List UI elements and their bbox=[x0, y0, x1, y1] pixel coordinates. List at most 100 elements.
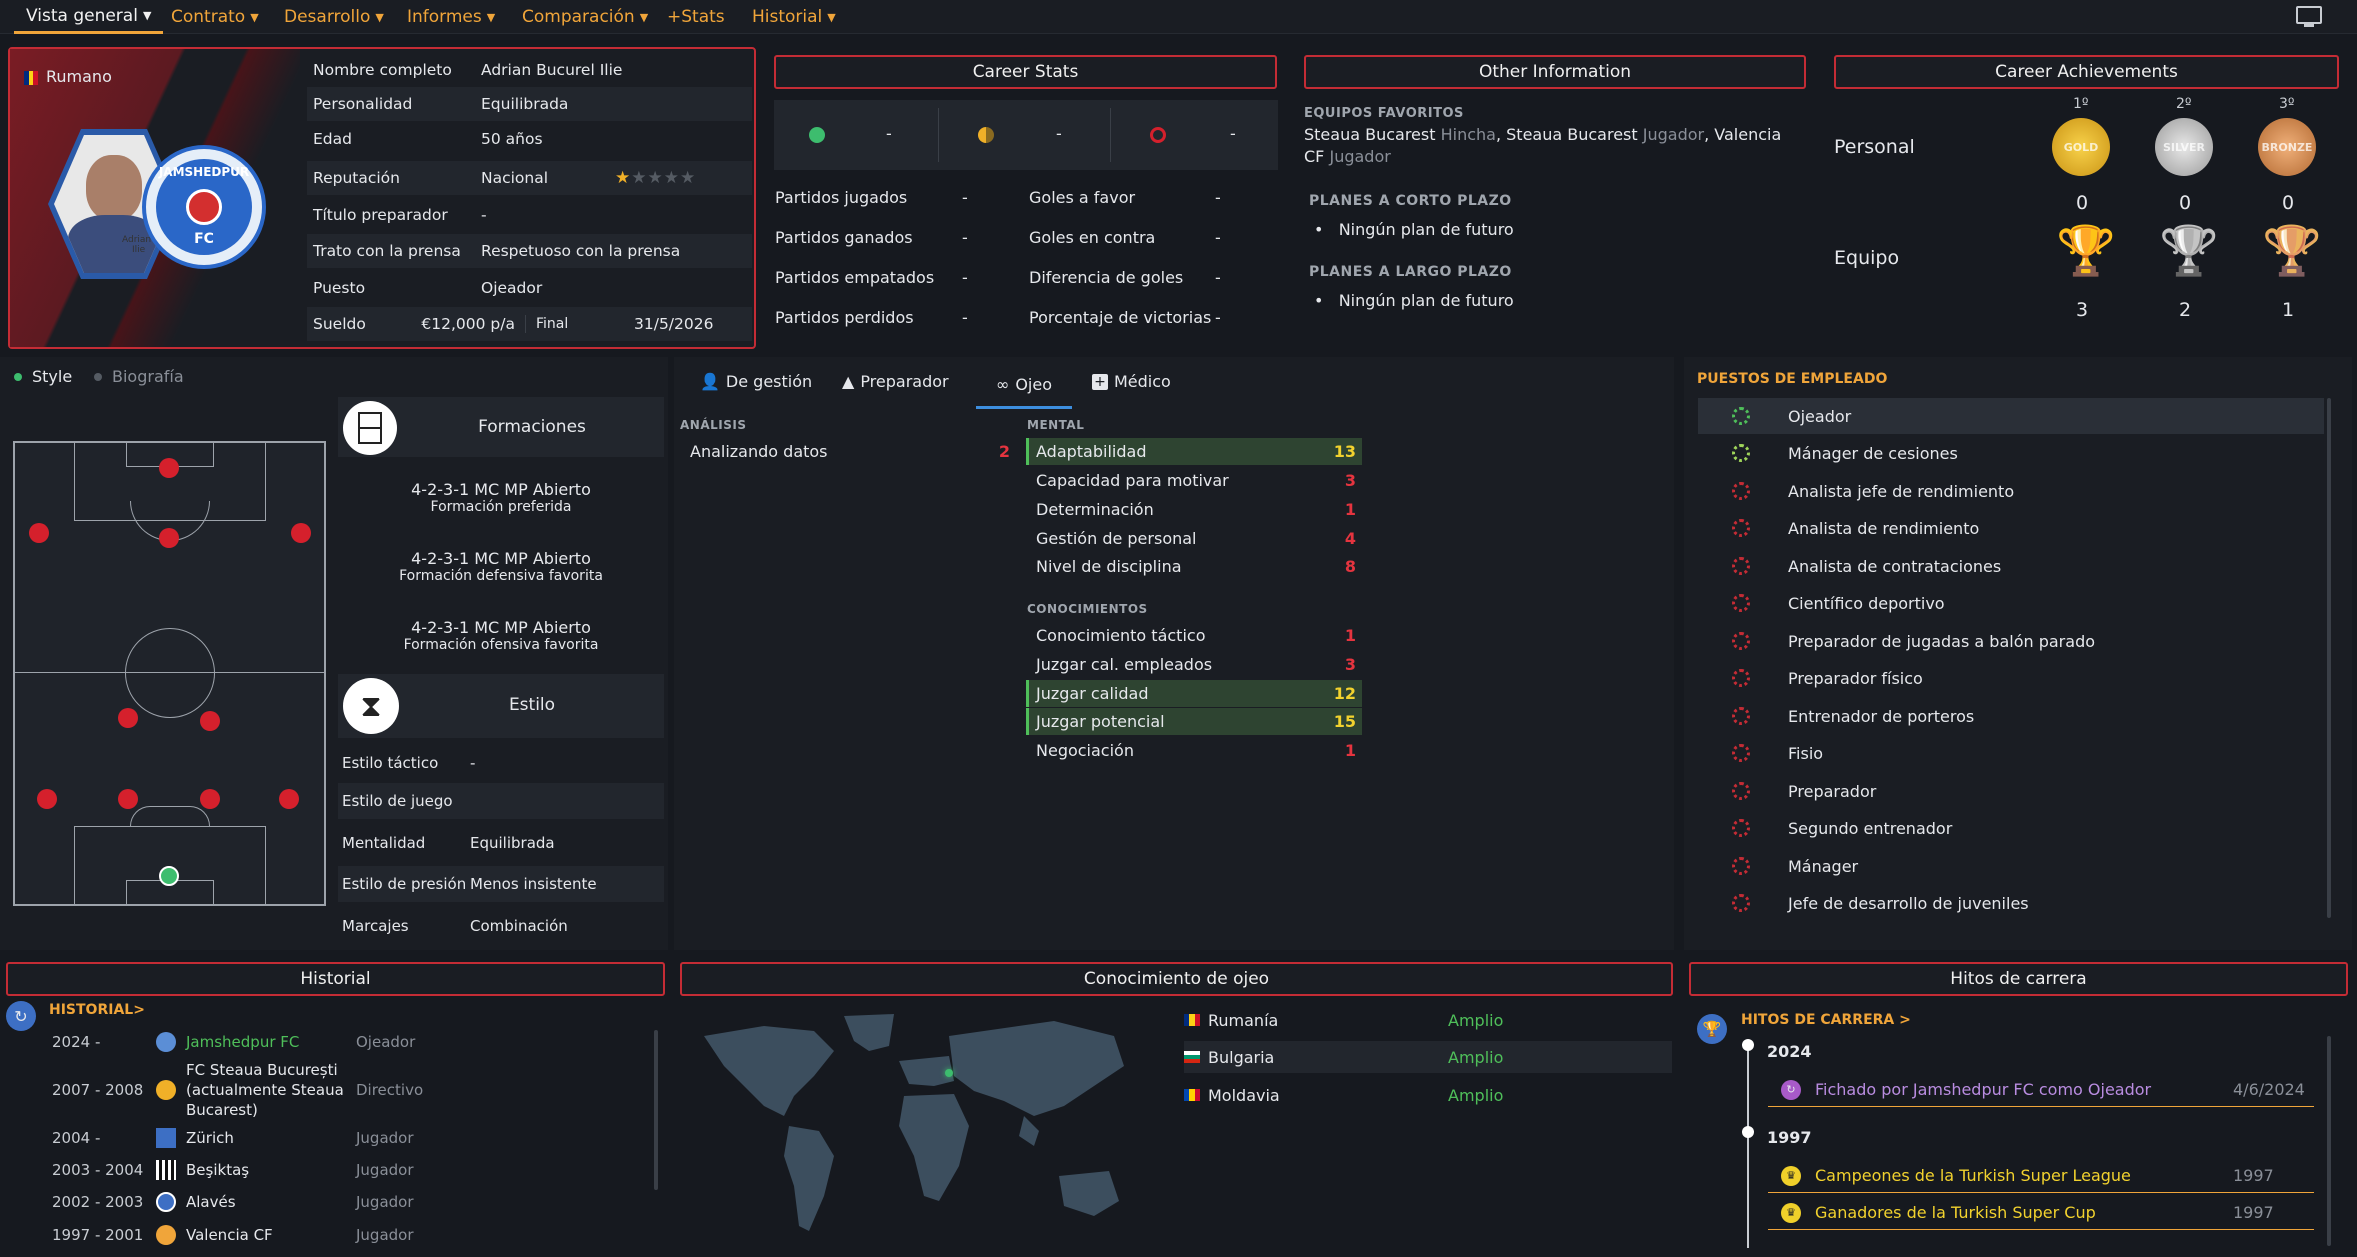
attr-name: Analizando datos bbox=[690, 442, 828, 461]
attr-name: Nivel de disciplina bbox=[1036, 557, 1182, 576]
fav-team[interactable]: Steaua Bucarest bbox=[1506, 125, 1638, 144]
role-item[interactable]: Científico deportivo bbox=[1698, 585, 2324, 621]
history-link[interactable]: HISTORIAL> bbox=[49, 1002, 145, 1018]
chevron-down-icon: ▼ bbox=[375, 10, 384, 24]
role-level-icon bbox=[1732, 894, 1750, 912]
formations-header: Formaciones bbox=[338, 397, 664, 457]
info-key: Nombre completo bbox=[313, 61, 452, 79]
tab-biografia[interactable]: Biografía bbox=[94, 367, 184, 386]
role-item[interactable]: Mánager bbox=[1698, 848, 2324, 884]
attr-value: 1 bbox=[1344, 500, 1356, 519]
info-key: Puesto bbox=[313, 279, 366, 297]
history-club[interactable]: Jamshedpur FC bbox=[186, 1033, 300, 1051]
role-label: Segundo entrenador bbox=[1788, 818, 1953, 838]
tab-ojeo[interactable]: ∞ Ojeo bbox=[976, 363, 1072, 409]
nav-contrato[interactable]: Contrato ▼ bbox=[171, 0, 259, 34]
tab-label: Médico bbox=[1114, 372, 1171, 391]
nav-label: Historial bbox=[752, 7, 823, 27]
badge-text: FC bbox=[194, 231, 214, 247]
info-key: Trato con la prensa bbox=[313, 242, 461, 260]
nav-comparacion[interactable]: Comparación ▼ bbox=[522, 0, 648, 34]
style-row: Mentalidad Equilibrada bbox=[338, 825, 664, 861]
history-club[interactable]: Beşiktaş bbox=[186, 1161, 250, 1179]
info-value: - bbox=[481, 206, 487, 224]
role-level-icon bbox=[1732, 557, 1750, 575]
info-row: Puesto Ojeador bbox=[307, 271, 752, 305]
info-value: Adrian Bucurel Ilie bbox=[481, 61, 623, 79]
style-value: - bbox=[470, 754, 476, 772]
role-item[interactable]: Preparador de jugadas a balón parado bbox=[1698, 623, 2324, 659]
milestone-text: Fichado por Jamshedpur FC como Ojeador bbox=[1815, 1080, 2152, 1099]
club-badge-icon bbox=[156, 1160, 176, 1180]
nav-stats[interactable]: +Stats bbox=[667, 0, 725, 34]
milestones-scrollbar[interactable] bbox=[2327, 1036, 2331, 1246]
history-role: Ojeador bbox=[356, 1033, 416, 1051]
player-marker bbox=[37, 789, 57, 809]
milestone-date: 1997 bbox=[2233, 1166, 2274, 1185]
milestones-link[interactable]: HITOS DE CARRERA > bbox=[1741, 1012, 1911, 1028]
nav-desarrollo[interactable]: Desarrollo ▼ bbox=[284, 0, 384, 34]
attr-row: Analizando datos 2 bbox=[680, 438, 1010, 465]
knowledge-level: Amplio bbox=[1448, 1085, 1504, 1105]
history-club[interactable]: Alavés bbox=[186, 1193, 236, 1211]
role-item[interactable]: Analista jefe de rendimiento bbox=[1698, 473, 2324, 509]
role-item[interactable]: Ojeador bbox=[1698, 398, 2324, 434]
role-item[interactable]: Segundo entrenador bbox=[1698, 810, 2324, 846]
history-club[interactable]: Zürich bbox=[186, 1129, 234, 1147]
role-item[interactable]: Analista de contrataciones bbox=[1698, 548, 2324, 584]
roles-scrollbar[interactable] bbox=[2327, 398, 2331, 918]
chevron-down-icon: ▼ bbox=[142, 9, 152, 22]
inactive-dot-icon bbox=[94, 372, 102, 381]
history-club[interactable]: Valencia CF bbox=[186, 1226, 273, 1244]
role-item[interactable]: Jefe de desarrollo de juveniles bbox=[1698, 885, 2324, 921]
country-name[interactable]: Bulgaria bbox=[1208, 1047, 1275, 1067]
role-item[interactable]: Preparador bbox=[1698, 773, 2324, 809]
role-item[interactable]: Mánager de cesiones bbox=[1698, 435, 2324, 471]
tab-medico[interactable]: + Médico bbox=[1092, 372, 1171, 391]
history-years: 1997 - 2001 bbox=[52, 1226, 144, 1244]
history-row: 2007 - 2008 FC Steaua București (actualme… bbox=[52, 1056, 652, 1124]
team-count: 3 bbox=[2076, 299, 2089, 321]
tab-preparador[interactable]: ▲ Preparador bbox=[842, 372, 949, 391]
fav-team[interactable]: Valencia CF bbox=[1304, 125, 1782, 166]
win-icon bbox=[809, 127, 825, 143]
monitor-icon[interactable] bbox=[2296, 6, 2322, 27]
nav-label: +Stats bbox=[667, 7, 725, 27]
formation-desc: Formación defensiva favorita bbox=[399, 568, 603, 584]
nav-vista-general[interactable]: Vista general ▼ bbox=[14, 0, 164, 34]
history-club[interactable]: FC Steaua București (actualmente Steaua … bbox=[186, 1061, 344, 1119]
short-plans-label: PLANES A CORTO PLAZO bbox=[1309, 193, 1512, 209]
end-date: 31/5/2026 bbox=[634, 315, 714, 333]
bronze-medal-icon: BRONZE bbox=[2258, 118, 2316, 176]
long-plan-item: • Ningún plan de futuro bbox=[1314, 291, 1514, 310]
style-row: Estilo de presión Menos insistente bbox=[338, 866, 664, 902]
role-level-icon bbox=[1732, 819, 1750, 837]
role-item[interactable]: Preparador físico bbox=[1698, 660, 2324, 696]
attr-name: Capacidad para motivar bbox=[1036, 471, 1229, 490]
milestone-item: ♛ Campeones de la Turkish Super League 19… bbox=[1768, 1159, 2314, 1193]
info-row: Nombre completo Adrian Bucurel Ilie bbox=[307, 53, 752, 87]
jamshedpur-badge-icon: JAMSHEDPUR FC bbox=[142, 145, 266, 269]
country-name[interactable]: Rumanía bbox=[1208, 1010, 1279, 1030]
tab-de-gestion[interactable]: 👤 De gestión bbox=[700, 372, 812, 391]
style-key: Mentalidad bbox=[342, 834, 426, 852]
tab-style[interactable]: Style bbox=[14, 367, 72, 386]
role-item[interactable]: Fisio bbox=[1698, 735, 2324, 771]
nav-informes[interactable]: Informes ▼ bbox=[407, 0, 495, 34]
nav-historial[interactable]: Historial ▼ bbox=[752, 0, 836, 34]
role-item[interactable]: Analista de rendimiento bbox=[1698, 510, 2324, 546]
timeline-year: 2024 bbox=[1767, 1042, 1812, 1061]
section-title: Conocimiento de ojeo bbox=[1083, 969, 1270, 989]
silver-medal-icon: SILVER bbox=[2155, 118, 2213, 176]
role-item[interactable]: Entrenador de porteros bbox=[1698, 698, 2324, 734]
country-name[interactable]: Moldavia bbox=[1208, 1085, 1280, 1105]
style-value: Combinación bbox=[470, 917, 568, 935]
medal-label: BRONZE bbox=[2261, 140, 2313, 154]
fav-team[interactable]: Steaua Bucarest bbox=[1304, 125, 1436, 144]
role-label: Jefe de desarrollo de juveniles bbox=[1788, 893, 2029, 913]
link-label: HISTORIAL bbox=[49, 1002, 134, 1018]
history-scrollbar[interactable] bbox=[654, 1030, 658, 1190]
stat-value: - bbox=[1215, 308, 1221, 327]
career-stats-header: Career Stats bbox=[774, 55, 1277, 89]
attr-value: 13 bbox=[1333, 442, 1356, 461]
